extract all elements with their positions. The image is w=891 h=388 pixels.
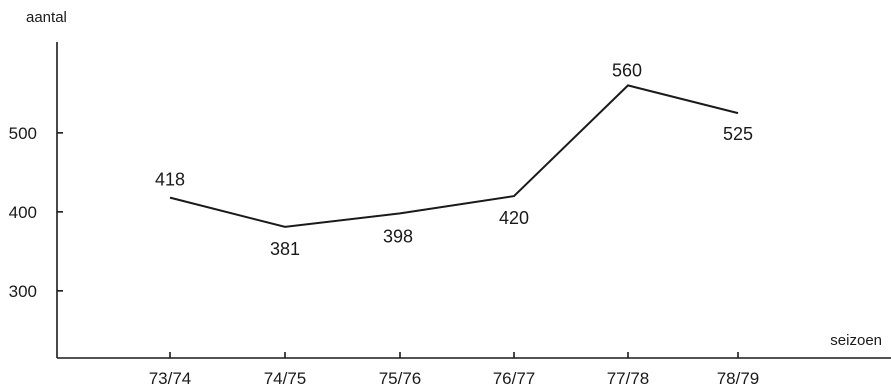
y-axis-label: aantal: [26, 9, 67, 26]
x-tick-label: 76/77: [493, 369, 536, 388]
data-label: 420: [499, 208, 529, 228]
x-tick-label: 77/78: [607, 369, 650, 388]
data-label: 418: [155, 170, 185, 190]
x-tick-label: 78/79: [717, 369, 760, 388]
y-tick-label: 300: [9, 282, 37, 301]
data-label: 560: [612, 60, 642, 80]
y-tick-label: 500: [9, 124, 37, 143]
series-line: [169, 84, 739, 228]
y-tick-label: 400: [9, 203, 37, 222]
data-label: 398: [383, 226, 413, 246]
x-tick-label: 75/76: [379, 369, 422, 388]
data-label: 381: [270, 239, 300, 259]
x-axis-label: seizoen: [830, 332, 882, 349]
x-tick-label: 74/75: [264, 369, 307, 388]
data-label: 525: [723, 124, 753, 144]
x-tick-label: 73/74: [149, 369, 192, 388]
